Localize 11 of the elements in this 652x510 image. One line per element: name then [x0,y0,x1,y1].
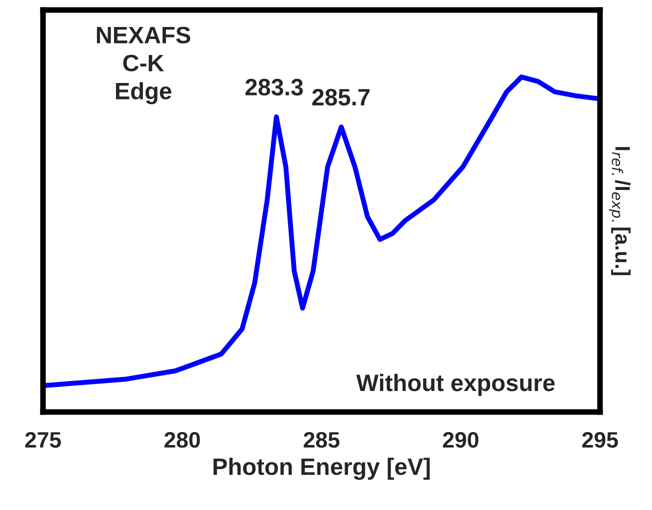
x-tick-label: 275 [25,432,61,448]
x-tick-label: 290 [442,432,478,448]
x-tick-label: 295 [582,432,618,448]
annotation: 285.7 [312,88,370,106]
x-tick-label: 285 [304,432,340,448]
x-tick-label: 280 [164,432,200,448]
annotation: Without exposure [356,374,555,396]
x-axis-title: Photon Energy [eV] [214,458,430,480]
annotation: NEXAFS C-K Edge [96,26,190,104]
annotation: 283.3 [245,78,303,96]
y-axis-title: I$_{ref.}$/I$_{exp.}$[a.u.] [609,147,631,276]
